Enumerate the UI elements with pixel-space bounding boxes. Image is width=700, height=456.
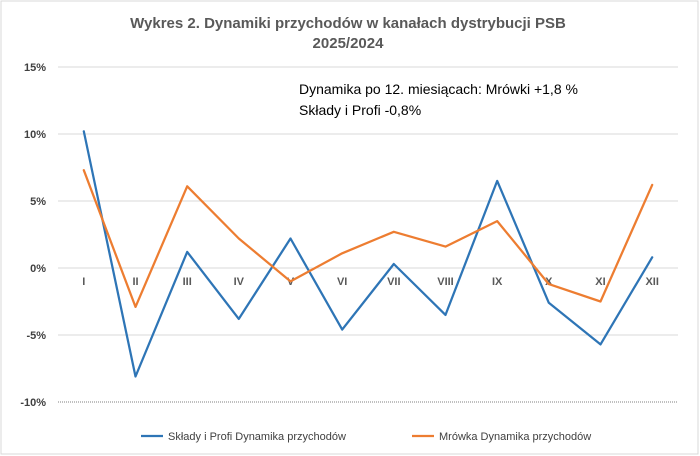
chart-subtitle: 2025/2024 — [313, 35, 385, 52]
y-axis-tick-labels: 15% 10% 5% 0% -5% -10% — [20, 62, 46, 409]
x-category-label: VI — [337, 276, 347, 288]
x-category-label: VII — [387, 276, 400, 288]
y-tick-label: 5% — [30, 196, 46, 208]
y-tick-label: 15% — [24, 62, 46, 74]
legend: Składy i Profi Dynamika przychodów Mrówka… — [141, 431, 591, 443]
y-tick-label: -5% — [26, 330, 46, 342]
series-lines — [82, 130, 654, 378]
x-category-label: IX — [492, 276, 503, 288]
y-tick-label: 10% — [24, 129, 46, 141]
chart-title: Wykres 2. Dynamiki przychodów w kanałach… — [130, 15, 566, 32]
x-category-label: VIII — [437, 276, 454, 288]
gridlines — [58, 66, 678, 403]
x-category-label: I — [82, 276, 85, 288]
legend-label: Składy i Profi Dynamika przychodów — [168, 431, 346, 443]
x-category-label: II — [132, 276, 138, 288]
annotation-line-2: Składy i Profi -0,8% — [299, 102, 421, 118]
x-category-label: XII — [645, 276, 658, 288]
legend-label: Mrówka Dynamika przychodów — [439, 431, 591, 443]
x-category-label: III — [183, 276, 192, 288]
y-tick-label: -10% — [20, 397, 46, 409]
annotation-line-1: Dynamika po 12. miesiącach: Mrówki +1,8 … — [299, 81, 578, 97]
y-tick-label: 0% — [30, 263, 46, 275]
series-line-1 — [82, 130, 654, 378]
x-category-label: IV — [234, 276, 245, 288]
series-line-2 — [82, 169, 654, 309]
x-category-label: X — [545, 276, 553, 288]
x-category-label: XI — [595, 276, 605, 288]
